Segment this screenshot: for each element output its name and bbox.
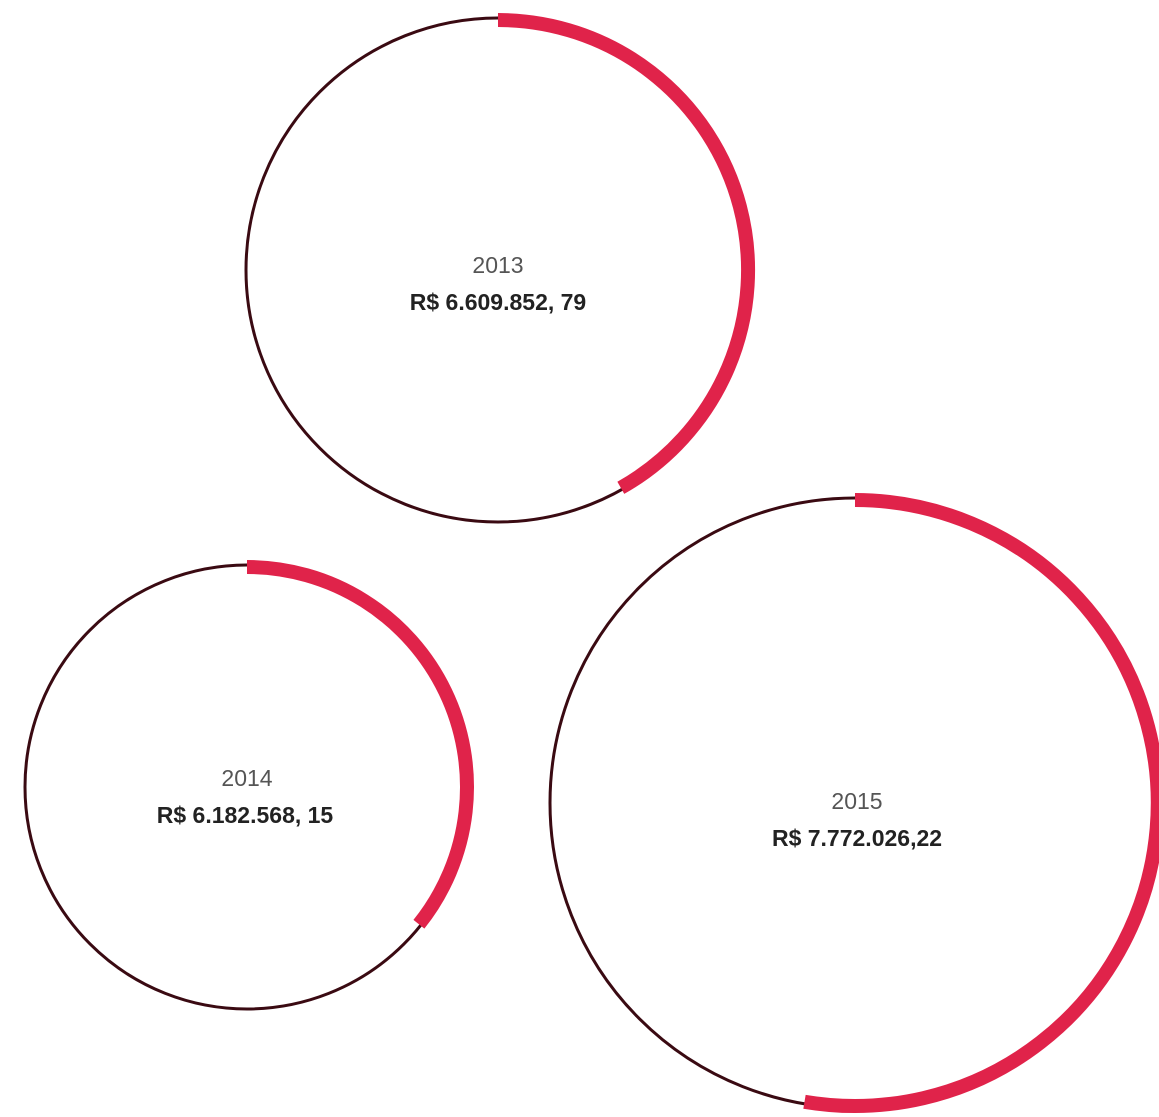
arc xyxy=(497,13,756,494)
circle-2013: 2013 R$ 6.609.852, 79 xyxy=(244,13,756,524)
arc xyxy=(246,560,474,929)
year: 2015 xyxy=(831,788,882,814)
circle-2015: 2015 R$ 7.772.026,22 xyxy=(548,493,1159,1113)
amount: R$ 6.182.568, 15 xyxy=(157,802,334,828)
amount: R$ 6.609.852, 79 xyxy=(410,289,586,315)
circle-2014: 2014 R$ 6.182.568, 15 xyxy=(23,560,474,1011)
arc xyxy=(803,493,1159,1113)
year: 2014 xyxy=(221,765,272,791)
year: 2013 xyxy=(472,252,523,278)
amount: R$ 7.772.026,22 xyxy=(772,825,942,851)
